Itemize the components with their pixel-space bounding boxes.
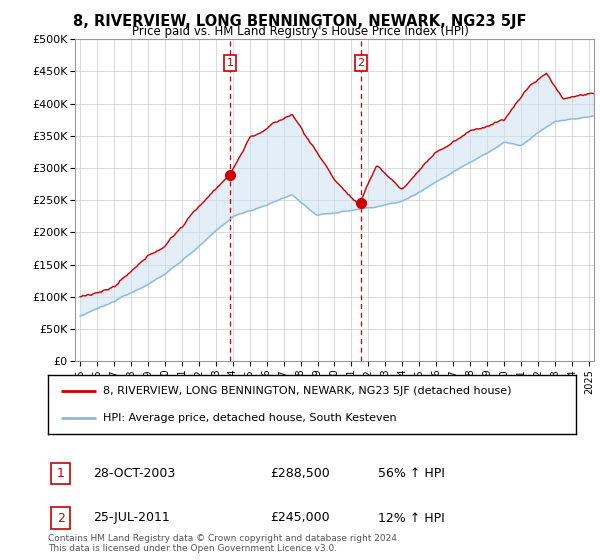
Text: 1: 1: [226, 58, 233, 68]
Text: Contains HM Land Registry data © Crown copyright and database right 2024.
This d: Contains HM Land Registry data © Crown c…: [48, 534, 400, 553]
Text: £288,500: £288,500: [270, 466, 330, 480]
Text: 2: 2: [56, 511, 65, 525]
Text: HPI: Average price, detached house, South Kesteven: HPI: Average price, detached house, Sout…: [103, 413, 397, 423]
Text: 8, RIVERVIEW, LONG BENNINGTON, NEWARK, NG23 5JF: 8, RIVERVIEW, LONG BENNINGTON, NEWARK, N…: [73, 14, 527, 29]
Text: 8, RIVERVIEW, LONG BENNINGTON, NEWARK, NG23 5JF (detached house): 8, RIVERVIEW, LONG BENNINGTON, NEWARK, N…: [103, 386, 512, 396]
Text: 2: 2: [358, 58, 365, 68]
Text: 12% ↑ HPI: 12% ↑ HPI: [378, 511, 445, 525]
Text: £245,000: £245,000: [270, 511, 329, 525]
Text: 56% ↑ HPI: 56% ↑ HPI: [378, 466, 445, 480]
Text: 1: 1: [56, 466, 65, 480]
Text: 25-JUL-2011: 25-JUL-2011: [93, 511, 170, 525]
Text: 28-OCT-2003: 28-OCT-2003: [93, 466, 175, 480]
Text: Price paid vs. HM Land Registry's House Price Index (HPI): Price paid vs. HM Land Registry's House …: [131, 25, 469, 38]
